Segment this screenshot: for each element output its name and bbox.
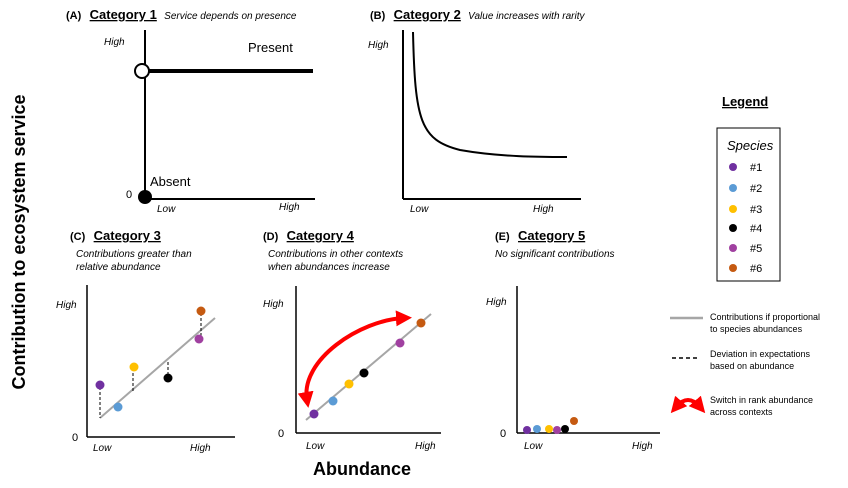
panel-d-switch-arrow (297, 310, 412, 408)
panel-c-description-line2: relative abundance (76, 262, 161, 273)
legend-swatch-6 (729, 264, 737, 272)
panel-e-species-4 (561, 425, 569, 433)
panel-c-title: (C) Category 3 (70, 228, 161, 243)
legend-switch-line2: across contexts (710, 407, 773, 417)
panel-d-high-label: High (263, 299, 284, 310)
panel-b: (B) Category 2 Value increases with rari… (368, 7, 586, 215)
panel-e-species-3 (545, 425, 553, 433)
panel-d-high-x-label: High (415, 441, 436, 452)
panel-a-high-label: High (104, 37, 125, 48)
panel-a-zero-label: 0 (126, 189, 132, 201)
panel-d-species-1 (309, 409, 319, 419)
legend-swatch-5 (729, 244, 737, 252)
legend-deviation-line1: Deviation in expectations (710, 349, 811, 359)
panel-c-high-label: High (56, 300, 77, 311)
panel-e-species-5 (553, 426, 561, 434)
legend-proportional-line1: Contributions if proportional (710, 312, 820, 322)
legend-proportional-line2: to species abundances (710, 324, 803, 334)
panel-c-zero-label: 0 (72, 432, 78, 444)
panel-e-low-label: Low (524, 441, 543, 452)
panel-d-species-3 (344, 379, 354, 389)
panel-a-absent-label: Absent (150, 174, 191, 189)
panel-d-zero-label: 0 (278, 428, 284, 440)
legend-switch-arrow (670, 395, 706, 414)
legend-species-heading: Species (727, 138, 774, 153)
panel-e-high-label: High (486, 297, 507, 308)
panel-e-category: Category 5 (518, 228, 585, 243)
legend-swatch-2 (729, 184, 737, 192)
panel-c-species-3 (129, 362, 139, 372)
legend-swatch-4 (729, 224, 737, 232)
panel-c-species-5 (194, 334, 204, 344)
panel-e-species-1 (523, 426, 531, 434)
legend: Legend Species #1 #2 #3 #4 #5 #6 Contrib… (670, 94, 820, 417)
legend-title: Legend (722, 94, 768, 109)
panel-b-rarity-curve (412, 31, 568, 158)
panel-b-low-label: Low (410, 204, 429, 215)
panel-d-low-label: Low (306, 441, 325, 452)
panel-c-description-line1: Contributions greater than (76, 249, 192, 260)
panel-e-species-2 (533, 425, 541, 433)
panel-b-title: (B) Category 2 Value increases with rari… (370, 7, 586, 22)
x-axis-label: Abundance (313, 459, 411, 479)
legend-label-5: #5 (750, 243, 762, 255)
panel-e-species-6 (570, 417, 578, 425)
legend-swatch-1 (729, 163, 737, 171)
panel-b-tag: (B) (370, 10, 386, 22)
panel-d-title: (D) Category 4 (263, 228, 355, 243)
panel-d-description-line1: Contributions in other contexts (268, 249, 403, 260)
legend-switch-line1: Switch in rank abundance (710, 395, 813, 405)
panel-d-species-5 (395, 338, 405, 348)
panel-e-title: (E) Category 5 (495, 228, 585, 243)
panel-a-title: (A) Category 1 Service depends on presen… (66, 7, 297, 22)
panel-d-tag: (D) (263, 231, 279, 243)
panel-c-species-2 (113, 402, 123, 412)
panel-a-category: Category 1 (90, 7, 157, 22)
panel-c-species-6 (196, 306, 206, 316)
panel-c-category: Category 3 (94, 228, 161, 243)
panel-a-high-x-label: High (279, 202, 300, 213)
panel-a-absent-point (138, 190, 152, 204)
panel-b-high-x-label: High (533, 204, 554, 215)
panel-a-low-label: Low (157, 204, 176, 215)
panel-d-description-line2: when abundances increase (268, 262, 390, 273)
panel-b-description: Value increases with rarity (468, 11, 585, 22)
legend-species-box (716, 127, 781, 282)
y-axis-label: Contribution to ecosystem service (9, 94, 29, 389)
panel-c: (C) Category 3 Contributions greater tha… (56, 228, 235, 454)
panel-c-low-label: Low (93, 443, 112, 454)
panel-e: (E) Category 5 No significant contributi… (486, 228, 660, 452)
panel-e-high-x-label: High (632, 441, 653, 452)
legend-deviation-line2: based on abundance (710, 361, 794, 371)
panel-e-description: No significant contributions (495, 249, 615, 260)
panel-c-high-x-label: High (190, 443, 211, 454)
panel-c-species-1 (95, 380, 105, 390)
panel-d-species-2 (328, 396, 338, 406)
panel-b-category: Category 2 (394, 7, 461, 22)
legend-swatch-3 (729, 205, 737, 213)
legend-label-2: #2 (750, 183, 762, 195)
legend-label-3: #3 (750, 204, 762, 216)
panel-a-description: Service depends on presence (164, 11, 297, 22)
panel-d-species-6 (416, 318, 426, 328)
panel-d-category: Category 4 (287, 228, 355, 243)
panel-a-tag: (A) (66, 10, 82, 22)
panel-d-proportional-line (305, 313, 432, 421)
panel-e-zero-label: 0 (500, 428, 506, 440)
panel-d-species-4 (359, 368, 369, 378)
panel-a: (A) Category 1 Service depends on presen… (66, 7, 315, 215)
legend-label-1: #1 (750, 162, 762, 174)
panel-e-tag: (E) (495, 231, 510, 243)
legend-label-6: #6 (750, 263, 762, 275)
panel-c-proportional-line (99, 317, 216, 419)
panel-c-species-4 (163, 373, 173, 383)
panel-c-tag: (C) (70, 231, 86, 243)
legend-label-4: #4 (750, 223, 762, 235)
panel-d: (D) Category 4 Contributions in other co… (263, 228, 441, 452)
panel-a-present-point (134, 63, 150, 79)
panel-b-high-label: High (368, 40, 389, 51)
panel-a-present-label: Present (248, 40, 293, 55)
